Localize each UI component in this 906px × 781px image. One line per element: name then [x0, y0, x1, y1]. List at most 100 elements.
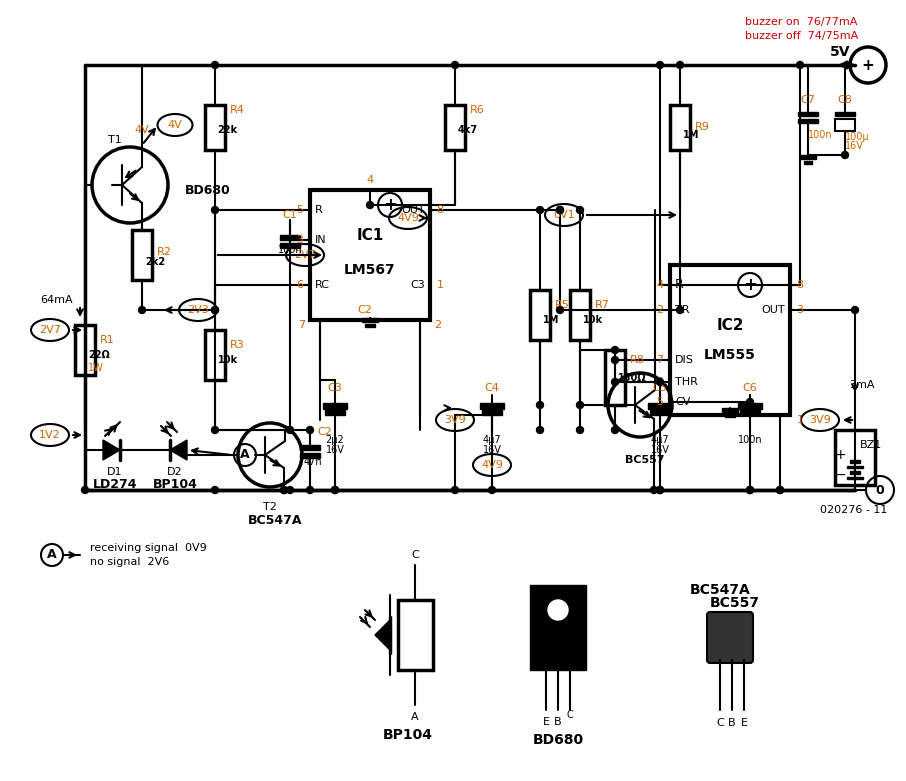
Bar — [482, 410, 502, 415]
Circle shape — [451, 487, 458, 494]
Circle shape — [576, 426, 583, 433]
Circle shape — [576, 206, 583, 213]
Text: 5: 5 — [657, 397, 663, 407]
Circle shape — [488, 487, 496, 494]
Circle shape — [451, 62, 458, 69]
Bar — [847, 477, 863, 479]
Bar — [323, 403, 347, 409]
Text: 3: 3 — [796, 305, 804, 315]
Text: TR: TR — [675, 305, 689, 315]
Text: R3: R3 — [230, 340, 245, 350]
Text: T1: T1 — [108, 135, 122, 145]
Bar — [300, 445, 320, 450]
Text: 3V9: 3V9 — [809, 415, 831, 425]
Text: +: + — [383, 196, 397, 214]
Text: 5V: 5V — [830, 45, 850, 59]
FancyBboxPatch shape — [707, 612, 753, 663]
Text: LM555: LM555 — [704, 348, 756, 362]
Text: 4V9: 4V9 — [481, 460, 503, 470]
Text: BC557: BC557 — [710, 596, 760, 610]
Bar — [530, 585, 586, 670]
Text: 4µ7: 4µ7 — [483, 435, 501, 445]
Circle shape — [852, 306, 859, 313]
Text: 7: 7 — [298, 320, 305, 330]
Text: 100n: 100n — [737, 435, 762, 445]
Circle shape — [651, 487, 658, 494]
Circle shape — [612, 426, 619, 433]
Text: C: C — [716, 718, 724, 728]
Text: BC557: BC557 — [625, 455, 665, 465]
Text: 150Ω: 150Ω — [618, 373, 647, 383]
Text: THR: THR — [675, 377, 698, 387]
Text: 1: 1 — [437, 280, 444, 290]
Text: 020276 - 11: 020276 - 11 — [820, 505, 887, 515]
Text: 16V: 16V — [651, 445, 670, 455]
Text: R1: R1 — [100, 335, 115, 345]
Text: 16V: 16V — [483, 445, 501, 455]
Circle shape — [657, 62, 663, 69]
Circle shape — [332, 487, 339, 494]
Circle shape — [612, 356, 619, 363]
Circle shape — [556, 206, 564, 213]
Text: C1: C1 — [283, 210, 297, 220]
Circle shape — [286, 487, 294, 494]
Bar — [722, 408, 738, 412]
Circle shape — [576, 401, 583, 408]
Text: 2V7: 2V7 — [39, 325, 61, 335]
Text: 1M: 1M — [543, 315, 559, 325]
Text: 16V: 16V — [325, 445, 344, 455]
Bar — [847, 466, 863, 468]
Circle shape — [211, 62, 218, 69]
Text: 3mA: 3mA — [849, 380, 875, 390]
Text: no signal  2V6: no signal 2V6 — [90, 557, 169, 567]
Bar — [132, 230, 152, 280]
Bar — [804, 161, 812, 164]
Bar — [835, 430, 875, 485]
Text: A: A — [47, 548, 57, 562]
Text: 4: 4 — [366, 175, 373, 185]
Text: 8: 8 — [796, 280, 804, 290]
Text: BD680: BD680 — [185, 184, 231, 197]
Text: BP104: BP104 — [152, 479, 198, 491]
Text: 10k: 10k — [583, 315, 603, 325]
Text: C5: C5 — [652, 383, 668, 393]
Text: CV: CV — [675, 397, 690, 407]
Text: 8: 8 — [437, 205, 444, 215]
Text: 4: 4 — [657, 280, 663, 290]
Circle shape — [536, 401, 544, 408]
Text: 64mA: 64mA — [41, 295, 73, 305]
Text: 2: 2 — [435, 320, 441, 330]
Circle shape — [677, 62, 683, 69]
Text: buzzer off  74/75mA: buzzer off 74/75mA — [745, 31, 858, 41]
Circle shape — [536, 206, 544, 213]
Text: C2: C2 — [358, 305, 372, 315]
Text: buzzer on  76/77mA: buzzer on 76/77mA — [745, 17, 857, 27]
Circle shape — [776, 487, 784, 494]
Text: +: + — [834, 448, 846, 462]
Text: R̄: R̄ — [675, 279, 684, 291]
Bar — [670, 105, 690, 150]
Circle shape — [677, 306, 683, 313]
Text: C8: C8 — [837, 95, 853, 105]
Text: +: + — [743, 276, 757, 294]
Text: IN: IN — [315, 235, 327, 245]
Text: 100n: 100n — [277, 245, 303, 255]
Polygon shape — [103, 440, 120, 460]
Text: 6: 6 — [657, 377, 663, 387]
Circle shape — [306, 487, 313, 494]
Text: 100µ: 100µ — [845, 132, 870, 142]
Text: 1: 1 — [796, 415, 804, 425]
Circle shape — [747, 398, 754, 405]
Text: IC2: IC2 — [717, 318, 744, 333]
Text: R8: R8 — [630, 355, 645, 365]
Text: C7: C7 — [801, 95, 815, 105]
Bar — [650, 410, 670, 415]
Circle shape — [306, 426, 313, 433]
Text: 7: 7 — [657, 355, 663, 365]
Bar — [570, 290, 590, 340]
Text: C: C — [411, 550, 419, 560]
Bar — [75, 325, 95, 375]
Bar — [205, 105, 225, 150]
Circle shape — [657, 487, 663, 494]
Text: 4V9: 4V9 — [397, 213, 419, 223]
